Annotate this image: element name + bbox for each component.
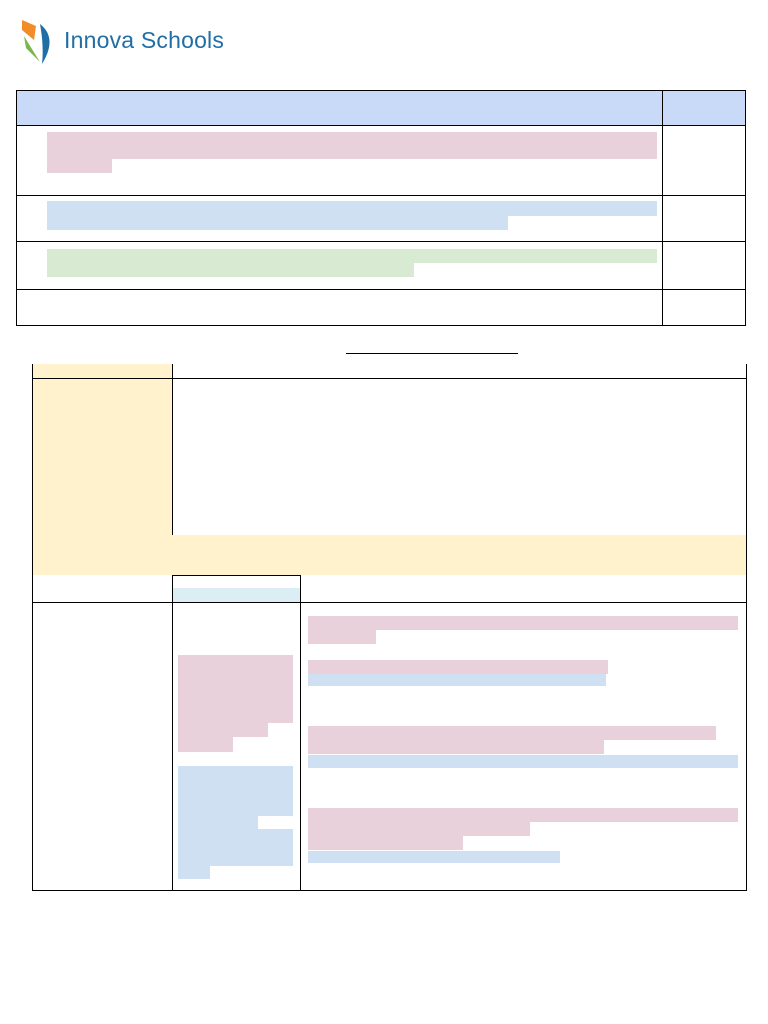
- right-pink-4-line2: [308, 822, 530, 836]
- right-blue-4: [308, 851, 560, 863]
- middle-column-divider: [300, 575, 301, 891]
- label-column-divider-lower: [172, 575, 173, 891]
- logo-text: Innova Schools: [64, 27, 225, 53]
- middle-blue-block-mid: [178, 816, 258, 829]
- row1-highlight-line1: [47, 132, 657, 159]
- right-pink-4-line3: [308, 836, 463, 850]
- middle-pink-block-tail2: [178, 737, 233, 752]
- summary-row-divider: [16, 241, 746, 242]
- summary-table-header: [17, 91, 745, 125]
- middle-blue-block-tail: [178, 866, 210, 879]
- right-pink-1-line1: [308, 616, 738, 630]
- table-right-border: [746, 364, 747, 891]
- right-blue-2: [308, 674, 606, 686]
- summary-table-border: [16, 90, 746, 326]
- table-left-border: [32, 364, 33, 891]
- row3-highlight-line1: [47, 249, 657, 263]
- middle-pink-block: [178, 655, 293, 723]
- summary-table: [16, 90, 746, 326]
- table-bottom-border: [32, 890, 747, 891]
- right-pink-3-line1: [308, 726, 716, 740]
- right-blue-3: [308, 755, 738, 768]
- subheader-top-divider: [172, 575, 300, 576]
- summary-row-divider: [16, 125, 746, 126]
- content-row-divider: [32, 602, 747, 603]
- row3-highlight-line2: [47, 263, 414, 277]
- middle-blue-block: [178, 766, 293, 816]
- right-pink-3-line2: [308, 740, 604, 754]
- detail-table: [32, 364, 748, 891]
- summary-col-divider: [662, 90, 663, 326]
- row1-highlight-line2: [47, 159, 112, 173]
- middle-blue-block-lower: [178, 829, 293, 866]
- leaf-logo-icon: [22, 20, 50, 64]
- summary-row-divider: [16, 289, 746, 290]
- row2-highlight-line1: [47, 201, 657, 216]
- label-column-divider: [172, 364, 173, 535]
- full-width-band: [32, 535, 746, 575]
- right-pink-1-line2: [308, 630, 376, 644]
- right-pink-4-line1: [308, 808, 738, 822]
- subheader-cell: [173, 588, 300, 602]
- middle-pink-block-tail1: [178, 723, 268, 737]
- row2-highlight-line2: [47, 216, 508, 230]
- right-pink-2: [308, 660, 608, 674]
- section-title-underline: [346, 353, 518, 354]
- innova-schools-logo: Innova Schools: [20, 18, 230, 66]
- row-divider-top: [32, 378, 747, 379]
- summary-row-divider: [16, 195, 746, 196]
